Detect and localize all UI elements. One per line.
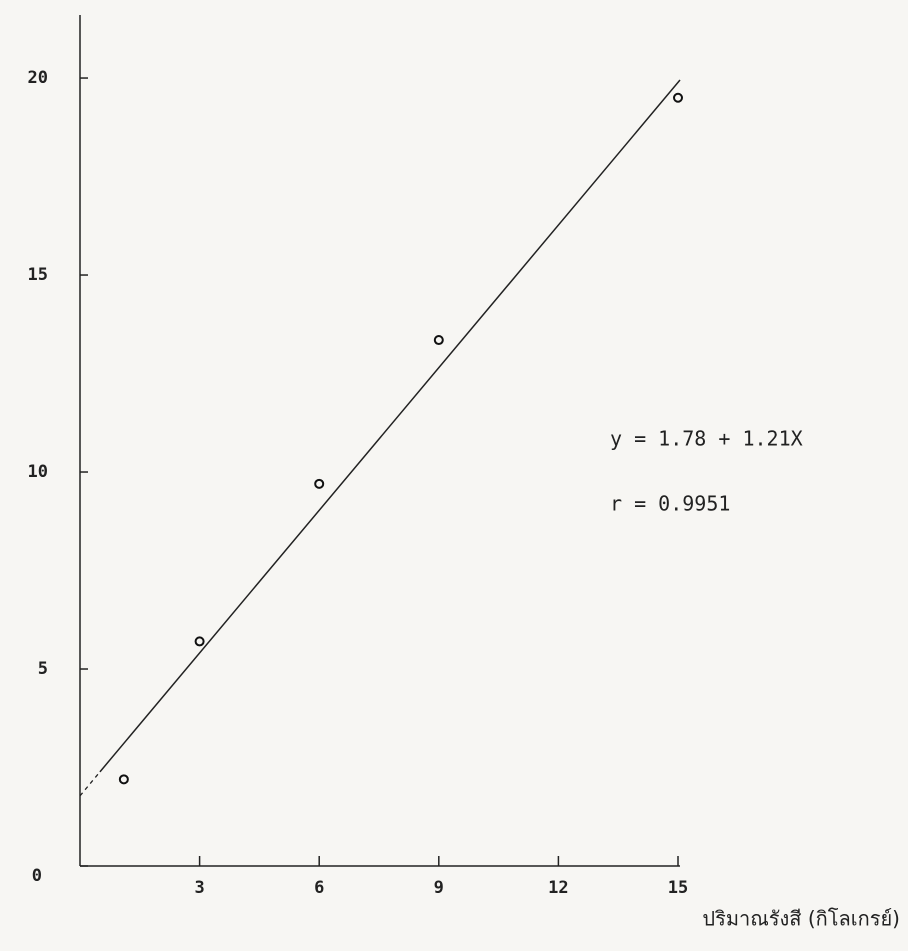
chart: y = 1.78 + 1.21X r = 0.9951 ปริมาณรังสี … — [0, 0, 908, 947]
fit-line-extension — [80, 772, 100, 796]
y-tick-label: 5 — [38, 659, 48, 679]
y-tick-label: 20 — [28, 68, 48, 88]
point — [120, 775, 128, 783]
point — [196, 637, 204, 645]
x-tick-label: 9 — [434, 878, 444, 898]
page: {"chart_data": {"type": "scatter", "x_la… — [0, 0, 908, 951]
x-axis-label: ปริมาณรังสี (กิโลเกรย์) — [702, 907, 900, 931]
y-tick-label: 10 — [28, 462, 48, 482]
point — [435, 336, 443, 344]
fit-line — [100, 80, 680, 772]
y-tick-label: 15 — [28, 265, 48, 285]
x-tick-label: 12 — [548, 878, 568, 898]
x-tick-label: 15 — [668, 878, 688, 898]
annotation: r = 0.9951 — [610, 492, 730, 516]
x-tick-label: 3 — [194, 878, 204, 898]
y-tick-label: 0 — [32, 866, 42, 886]
x-tick-label: 6 — [314, 878, 324, 898]
annotation: y = 1.78 + 1.21X — [610, 427, 803, 451]
point — [674, 94, 682, 102]
point — [315, 480, 323, 488]
